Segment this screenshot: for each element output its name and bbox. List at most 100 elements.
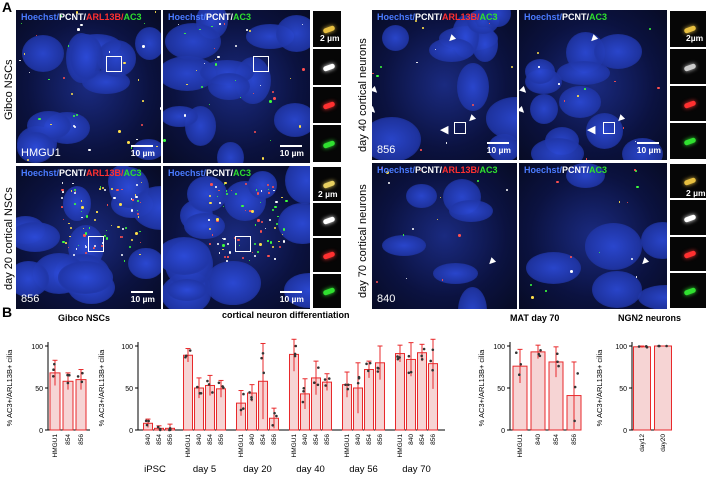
signal-dot (137, 78, 140, 81)
signal-dot (214, 59, 217, 61)
signal-dot (237, 238, 240, 242)
signal-dot (72, 183, 74, 185)
signal-dot (251, 252, 254, 254)
signal-dot (441, 279, 444, 281)
x-tick-label: 856 (430, 434, 437, 445)
signal-dot (117, 225, 120, 229)
signal-dot (218, 201, 221, 204)
data-point (323, 378, 327, 381)
signal-dot (248, 260, 250, 262)
cilium-signal (322, 180, 336, 189)
signal-dot (62, 240, 65, 244)
cilium-signal (322, 139, 336, 149)
nucleus (592, 271, 642, 309)
signal-dot (62, 218, 65, 221)
signal-dot (121, 253, 124, 256)
nucleus (449, 199, 494, 223)
signal-dot (139, 254, 141, 256)
signal-dot (216, 195, 218, 197)
nucleus (525, 58, 555, 84)
signal-dot (211, 25, 213, 28)
signal-dot (35, 35, 37, 37)
signal-dot (255, 189, 257, 191)
data-point (242, 392, 245, 396)
signal-dot (70, 227, 73, 230)
signal-dot (626, 202, 628, 204)
y-tick-label: 50 (497, 386, 505, 393)
data-point (168, 428, 171, 432)
bar (417, 352, 427, 431)
x-tick-label: 854 (207, 434, 214, 445)
signal-dot (216, 219, 219, 223)
signal-dot (229, 251, 232, 254)
cilium-signal (683, 99, 697, 109)
cilium-signal (683, 62, 697, 72)
signal-dot (136, 200, 140, 203)
nucleus (128, 247, 161, 280)
data-point (431, 348, 435, 352)
signal-dot (98, 188, 101, 191)
signal-dot (376, 74, 379, 78)
zoom-box (88, 236, 104, 252)
x-tick-label: 856 (377, 434, 384, 445)
signal-dot (143, 22, 145, 24)
cilium-signal (322, 215, 336, 225)
signal-dot (88, 148, 91, 151)
panel-title-channels-ac3: Hoechst/PCNT/AC3 (168, 168, 252, 178)
scale-label: 10 µm (636, 145, 661, 155)
group-label: day 20 (243, 464, 272, 475)
group-label: day 5 (193, 464, 216, 475)
data-point (53, 362, 56, 366)
signal-dot (131, 147, 133, 149)
signal-dot (282, 233, 284, 235)
signal-dot (282, 228, 286, 231)
signal-dot (414, 19, 417, 22)
signal-dot (253, 92, 255, 94)
signal-dot (225, 259, 228, 262)
signal-dot (269, 241, 272, 244)
signal-dot (154, 11, 157, 13)
signal-dot (195, 69, 197, 71)
signal-dot (219, 23, 221, 25)
signal-dot (260, 230, 263, 233)
data-point (262, 371, 265, 375)
data-point (144, 419, 148, 423)
signal-dot (121, 188, 124, 191)
signal-dot (106, 229, 108, 232)
signal-dot (276, 223, 279, 226)
nucleus (485, 10, 512, 27)
panel-title-channels-full: Hoechst/PCNT/ARL13B/AC3 (377, 165, 498, 175)
signal-dot (218, 189, 220, 192)
signal-dot (21, 22, 23, 24)
cilium-signal (683, 137, 697, 146)
data-point (66, 381, 70, 385)
signal-dot (156, 145, 158, 148)
signal-dot (531, 296, 534, 299)
signal-dot (61, 182, 63, 184)
signal-dot (134, 194, 136, 196)
signal-dot (488, 23, 490, 25)
signal-dot (411, 228, 414, 231)
micrograph-gibco-ac3: Hoechst/PCNT/AC3 10 µm (163, 10, 310, 163)
signal-dot (200, 85, 203, 88)
scale-label: 10 µm (130, 148, 155, 158)
signal-dot (92, 248, 94, 250)
micrograph-day20-ac3: Hoechst/PCNT/AC3 10 µm (163, 166, 310, 309)
signal-dot (260, 189, 263, 192)
scale-label: 10 µm (486, 145, 511, 155)
signal-dot (556, 180, 559, 184)
signal-dot (81, 216, 83, 218)
signal-dot (254, 223, 257, 226)
signal-dot (163, 138, 167, 142)
x-tick-label: 856 (271, 434, 278, 445)
signal-dot (577, 95, 579, 98)
data-point (293, 354, 297, 358)
signal-dot (253, 255, 256, 257)
signal-dot (136, 209, 139, 212)
panel-title-channels-ac3: Hoechst/PCNT/AC3 (524, 165, 608, 175)
nucleus (164, 23, 221, 61)
signal-dot (275, 201, 278, 204)
nucleus (208, 72, 251, 101)
signal-dot (50, 123, 52, 125)
signal-dot (476, 180, 479, 183)
